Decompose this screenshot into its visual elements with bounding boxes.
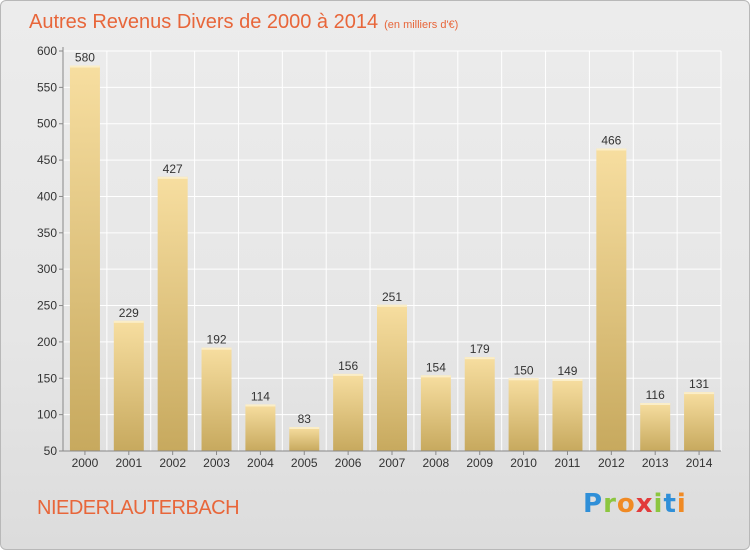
x-tick-label: 2001 (115, 456, 142, 470)
chart-title: Autres Revenus Divers de 2000 à 2014 (en … (29, 11, 458, 34)
bar-highlight (464, 357, 495, 360)
bar (377, 304, 407, 451)
logo-letter: r (603, 489, 617, 519)
x-tick-label: 2012 (598, 456, 625, 470)
y-tick-label: 500 (37, 117, 57, 131)
y-tick-label: 250 (37, 299, 57, 313)
y-tick-label: 200 (37, 335, 57, 349)
bar (420, 375, 451, 451)
data-label: 131 (689, 377, 709, 391)
bar-highlight (113, 320, 144, 323)
bar (464, 357, 495, 451)
x-tick-label: 2010 (510, 456, 537, 470)
logo-letter: o (616, 489, 636, 519)
bar (201, 347, 232, 451)
y-tick-label: 50 (44, 444, 58, 458)
bar (245, 404, 276, 451)
bar-highlight (420, 375, 451, 378)
data-label: 156 (338, 359, 358, 373)
data-label: 83 (298, 412, 312, 426)
bar (289, 427, 320, 451)
bar (333, 373, 364, 451)
data-label: 114 (251, 389, 270, 403)
x-tick-label: 2008 (423, 456, 450, 470)
x-tick-label: 2005 (291, 456, 318, 470)
data-label: 192 (207, 333, 227, 347)
x-tick-label: 2004 (247, 456, 274, 470)
bar (69, 65, 100, 451)
bar (596, 148, 627, 452)
x-tick-label: 2009 (466, 456, 493, 470)
data-label: 251 (382, 290, 402, 304)
x-tick-label: 2013 (642, 456, 669, 470)
bar-highlight (596, 148, 627, 151)
data-label: 179 (470, 342, 490, 356)
data-label: 229 (119, 306, 139, 320)
logo-letter: i (653, 489, 664, 519)
x-tick-label: 2011 (555, 456, 581, 470)
data-label: 149 (557, 364, 577, 378)
bar-highlight (69, 65, 100, 68)
logo-letter: P (583, 489, 604, 519)
y-tick-label: 350 (37, 226, 57, 240)
bar-highlight (245, 404, 276, 407)
bar (508, 378, 539, 451)
bar-highlight (201, 347, 232, 350)
y-tick-label: 400 (37, 189, 57, 203)
data-label: 116 (646, 388, 665, 402)
x-tick-label: 2014 (686, 456, 713, 470)
data-label: 580 (75, 51, 95, 65)
bar (640, 403, 671, 451)
commune-name: NIEDERLAUTERBACH (37, 497, 240, 519)
x-tick-label: 2006 (335, 456, 362, 470)
chart-title-text: Autres Revenus Divers de 2000 à 2014 (29, 11, 379, 33)
x-tick-label: 2007 (379, 456, 406, 470)
logo-letter: i (676, 489, 687, 519)
y-tick-label: 100 (37, 408, 57, 422)
data-label: 150 (514, 363, 534, 377)
y-tick-label: 600 (37, 44, 57, 58)
bar-highlight (640, 403, 671, 405)
bar-highlight (157, 176, 188, 179)
logo-letter: t (663, 489, 677, 519)
bar (684, 392, 715, 451)
bar (157, 176, 188, 451)
data-label: 427 (163, 162, 183, 176)
logo-letter: x (635, 489, 654, 519)
bar-highlight (289, 427, 320, 429)
y-tick-label: 300 (37, 262, 57, 276)
proxiti-logo: Proxiti (583, 489, 687, 519)
y-tick-label: 450 (37, 153, 57, 167)
bar-highlight (508, 378, 539, 381)
x-tick-label: 2003 (203, 456, 230, 470)
bar (113, 320, 144, 451)
data-label: 154 (426, 360, 446, 374)
bar-highlight (552, 379, 583, 381)
y-tick-label: 550 (37, 80, 57, 94)
data-label: 466 (601, 133, 621, 147)
x-tick-label: 2002 (159, 456, 186, 470)
bar-highlight (333, 373, 364, 376)
x-tick-label: 2000 (72, 456, 99, 470)
bar-highlight (377, 304, 407, 307)
chart-unit: (en milliers d'€) (384, 19, 459, 31)
bar-highlight (684, 392, 715, 395)
bar (552, 379, 583, 451)
y-tick-label: 150 (37, 371, 57, 385)
